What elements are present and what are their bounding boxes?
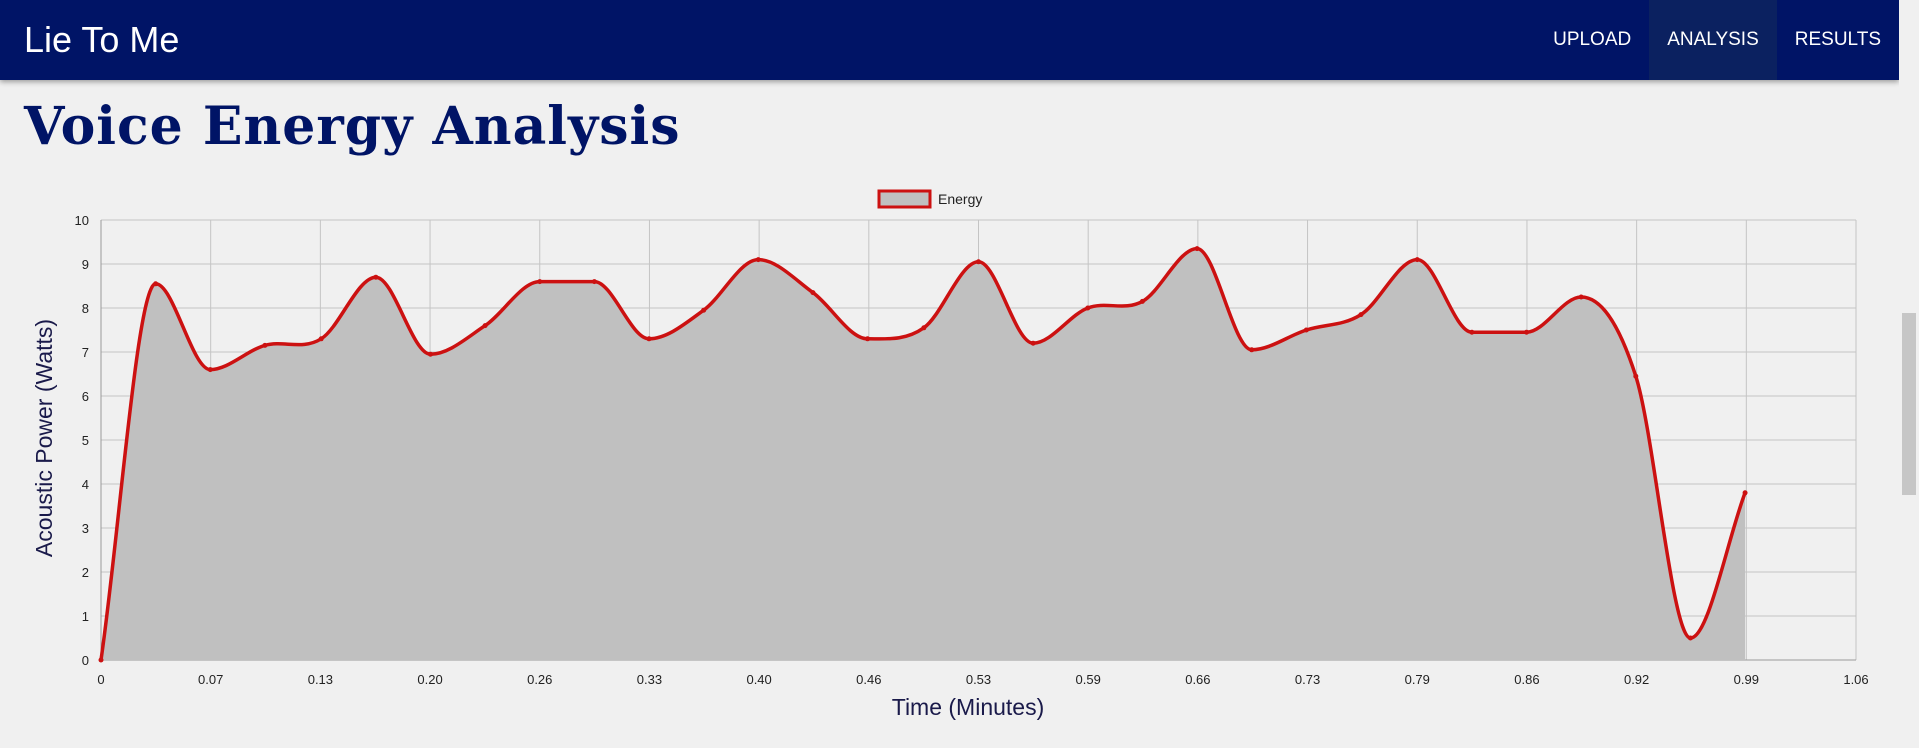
energy-data-point[interactable] xyxy=(810,290,816,296)
energy-data-point[interactable] xyxy=(262,342,268,348)
x-tick-label: 0 xyxy=(97,672,104,687)
y-tick-label: 7 xyxy=(82,345,89,360)
x-tick-label: 0.46 xyxy=(856,672,881,687)
energy-series-line xyxy=(99,246,1747,661)
page-scrollbar[interactable] xyxy=(1899,0,1919,748)
x-tick-label: 0.66 xyxy=(1185,672,1210,687)
y-tick-label: 2 xyxy=(82,565,89,580)
energy-data-point[interactable] xyxy=(1139,298,1145,304)
energy-data-point[interactable] xyxy=(921,325,927,331)
x-tick-label: 0.86 xyxy=(1514,672,1539,687)
energy-data-point[interactable] xyxy=(1085,305,1091,311)
energy-data-point[interactable] xyxy=(1358,312,1364,318)
energy-data-point[interactable] xyxy=(1469,329,1475,335)
energy-data-point[interactable] xyxy=(98,657,104,663)
x-tick-label: 0.53 xyxy=(966,672,991,687)
energy-data-point[interactable] xyxy=(207,367,213,373)
energy-data-point[interactable] xyxy=(591,279,597,285)
energy-data-point[interactable] xyxy=(755,257,761,263)
energy-data-point[interactable] xyxy=(1194,246,1200,252)
energy-data-point[interactable] xyxy=(1687,635,1693,641)
y-tick-label: 5 xyxy=(82,433,89,448)
energy-area-fill xyxy=(101,248,1746,660)
energy-data-point[interactable] xyxy=(701,307,707,313)
nav-menu: UPLOAD ANALYSIS RESULTS xyxy=(1535,0,1899,80)
brand-title[interactable]: Lie To Me xyxy=(24,19,180,60)
energy-data-point[interactable] xyxy=(537,279,543,285)
y-tick-label: 3 xyxy=(82,521,89,536)
energy-data-point[interactable] xyxy=(482,323,488,329)
energy-data-point[interactable] xyxy=(1414,257,1420,263)
x-tick-label: 0.73 xyxy=(1295,672,1320,687)
y-tick-label: 1 xyxy=(82,609,89,624)
x-axis-ticks: 0 0.07 0.13 0.20 0.26 0.33 0.40 0.46 0.53 0.59 0.6… xyxy=(97,672,1868,687)
x-axis-title: Time (Minutes) xyxy=(892,694,1045,720)
x-tick-label: 0.20 xyxy=(417,672,442,687)
y-tick-label: 0 xyxy=(82,653,89,668)
energy-data-point[interactable] xyxy=(427,351,433,357)
energy-data-point[interactable] xyxy=(153,281,159,287)
x-tick-label: 0.40 xyxy=(746,672,771,687)
energy-data-point[interactable] xyxy=(1633,373,1639,379)
y-axis-ticks: 0 1 2 3 4 5 6 7 8 9 10 xyxy=(75,213,89,668)
legend-swatch-energy xyxy=(877,189,932,209)
page-title: Voice Energy Analysis xyxy=(24,96,681,157)
energy-data-point[interactable] xyxy=(1578,294,1584,300)
nav-results[interactable]: RESULTS xyxy=(1794,29,1881,50)
energy-data-point[interactable] xyxy=(1303,327,1309,333)
y-tick-label: 6 xyxy=(82,389,89,404)
energy-data-point[interactable] xyxy=(1742,490,1748,496)
legend[interactable]: Energy xyxy=(877,189,982,209)
energy-data-point[interactable] xyxy=(1249,347,1255,353)
scrollbar-thumb[interactable] xyxy=(1902,313,1916,495)
energy-data-point[interactable] xyxy=(373,274,379,280)
y-tick-label: 8 xyxy=(82,301,89,316)
legend-label-energy: Energy xyxy=(938,191,982,207)
x-tick-label: 0.99 xyxy=(1734,672,1759,687)
energy-data-point[interactable] xyxy=(976,259,981,265)
energy-data-point[interactable] xyxy=(646,336,652,342)
x-tick-label: 0.33 xyxy=(637,672,662,687)
energy-data-point[interactable] xyxy=(865,336,871,342)
energy-points xyxy=(98,246,1748,663)
energy-data-point[interactable] xyxy=(1524,329,1530,335)
x-tick-label: 0.92 xyxy=(1624,672,1649,687)
y-tick-label: 10 xyxy=(75,213,89,228)
nav-upload[interactable]: UPLOAD xyxy=(1553,29,1632,50)
x-tick-label: 0.59 xyxy=(1076,672,1101,687)
y-tick-label: 4 xyxy=(82,477,89,492)
x-tick-label: 0.13 xyxy=(308,672,333,687)
y-tick-label: 9 xyxy=(82,257,89,272)
energy-data-point[interactable] xyxy=(1030,340,1036,346)
nav-analysis[interactable]: ANALYSIS xyxy=(1649,0,1777,80)
x-tick-label: 1.06 xyxy=(1843,672,1868,687)
x-tick-label: 0.26 xyxy=(527,672,552,687)
navbar: Lie To Me UPLOAD ANALYSIS RESULTS xyxy=(0,0,1899,80)
x-tick-label: 0.07 xyxy=(198,672,223,687)
energy-data-point[interactable] xyxy=(318,336,324,342)
y-axis-title: Acoustic Power (Watts) xyxy=(31,319,57,557)
x-tick-label: 0.79 xyxy=(1405,672,1430,687)
